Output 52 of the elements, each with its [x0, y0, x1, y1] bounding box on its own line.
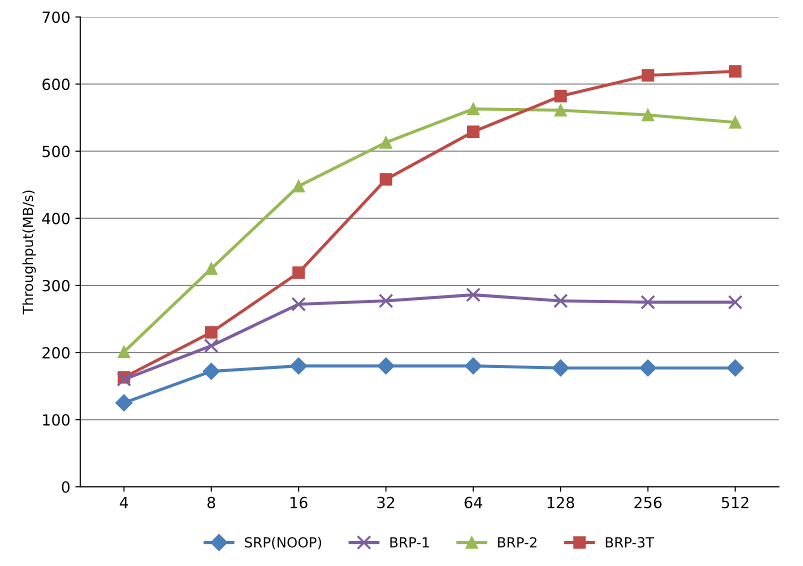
point — [728, 294, 743, 310]
y-axis-title: Throughput(MB/s) — [22, 190, 36, 314]
point — [380, 136, 392, 149]
point — [292, 266, 305, 279]
point — [554, 104, 567, 117]
y-tick-label: 200 — [42, 347, 70, 359]
point — [728, 116, 742, 129]
point — [291, 296, 306, 312]
y-tick-label: 300 — [42, 280, 70, 292]
legend-label: BRP-3T — [606, 537, 654, 548]
x-tick-label: 8 — [207, 496, 216, 508]
point — [202, 362, 220, 380]
x-tick-label: 16 — [290, 496, 308, 508]
point — [290, 357, 308, 375]
point — [380, 173, 392, 186]
point — [118, 346, 130, 358]
point — [554, 90, 567, 102]
x-tick-label: 4 — [120, 496, 128, 508]
point — [640, 294, 656, 310]
legend-label: SRP(NOOP) — [244, 536, 322, 550]
point — [552, 359, 570, 377]
legend-label: BRP-2 — [498, 537, 536, 548]
x-tick-label: 32 — [377, 496, 394, 508]
x-tick-label: 256 — [634, 496, 662, 508]
y-tick-label: 100 — [43, 414, 70, 426]
point — [377, 357, 394, 375]
legend-label: BRP-1 — [390, 537, 429, 548]
point — [728, 65, 742, 78]
x-tick-label: 64 — [464, 496, 482, 508]
point — [553, 294, 568, 308]
y-tick-label: 700 — [42, 11, 70, 23]
point — [205, 326, 218, 339]
x-tick-label: 512 — [722, 496, 748, 508]
point — [115, 394, 133, 412]
point — [378, 294, 394, 308]
point — [642, 69, 654, 82]
point — [464, 357, 482, 375]
point — [466, 288, 481, 302]
point — [205, 262, 218, 275]
point — [639, 359, 656, 377]
point — [467, 102, 480, 116]
point — [642, 108, 654, 122]
y-tick-label: 600 — [42, 78, 70, 90]
y-tick-label: 500 — [42, 146, 70, 158]
point — [726, 359, 744, 377]
point — [467, 125, 480, 138]
point — [116, 372, 132, 387]
x-tick-label: 128 — [548, 496, 574, 508]
y-tick-label: 0 — [62, 481, 70, 493]
point — [292, 180, 305, 192]
point — [204, 338, 219, 354]
y-tick-label: 400 — [42, 212, 70, 224]
